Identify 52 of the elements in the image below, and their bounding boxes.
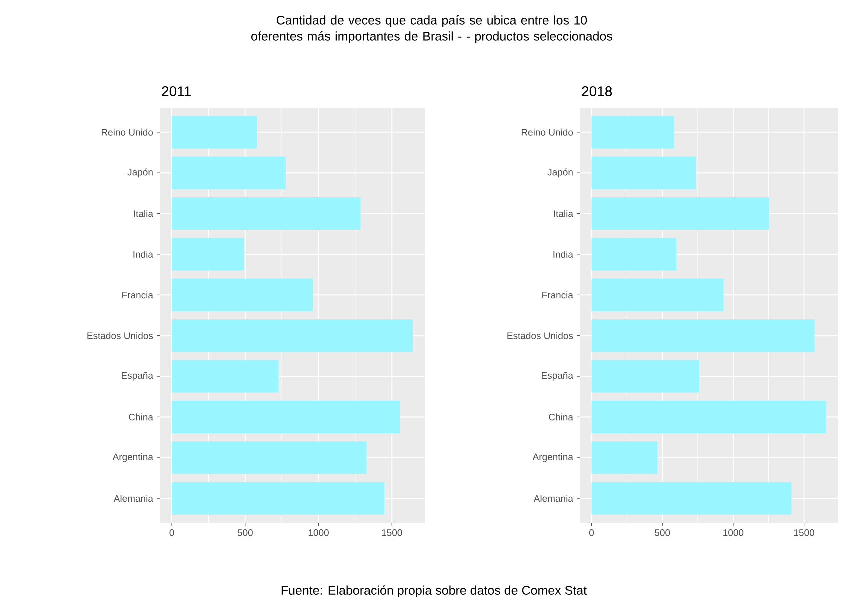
- y-tick-label: Alemania: [534, 495, 574, 502]
- y-tick-label: España: [542, 372, 574, 381]
- bar: [172, 482, 384, 515]
- source-note: Fuente: Elaboración propia sobre datos de Comex Stat: [282, 586, 587, 598]
- y-tick-label: Francia: [542, 292, 574, 299]
- bar: [592, 278, 724, 312]
- x-tick-label: 1500: [382, 530, 402, 536]
- bar: [172, 400, 400, 434]
- y-tick-label: Francia: [122, 292, 154, 299]
- y-tick-label: Argentina: [532, 453, 574, 462]
- y-tick-label: India: [134, 250, 154, 258]
- bar: [172, 442, 367, 474]
- chart-title: Cantidad de veces que cada país se ubica entre los 10 oferentes más importantes de Brasil - - productos seleccionados: [252, 16, 612, 44]
- y-tick-label: China: [549, 414, 574, 421]
- y-tick-label: Italia: [134, 210, 154, 218]
- x-tick-label: 1000: [308, 530, 329, 536]
- y-tick-label: Argentina: [112, 453, 154, 462]
- y-tick-label: Japón: [548, 168, 573, 178]
- bar: [592, 320, 815, 352]
- bar: [172, 238, 244, 271]
- x-tick-label: 0: [590, 530, 594, 536]
- bar: [592, 116, 674, 149]
- chart-subtitle: 2011: [162, 86, 191, 96]
- y-tick-label: España: [122, 372, 154, 381]
- bar: [592, 198, 770, 230]
- y-tick-label: Estados Unidos: [88, 332, 154, 340]
- bar: [592, 442, 658, 474]
- bar: [592, 482, 792, 515]
- y-tick-label: Estados Unidos: [508, 332, 574, 340]
- bar: [592, 238, 676, 271]
- bar: [592, 360, 700, 393]
- x-tick-label: 1500: [794, 530, 814, 536]
- bar: [172, 360, 279, 393]
- bar: [592, 156, 696, 190]
- y-tick-label: Italia: [554, 210, 574, 218]
- x-tick-label: 500: [238, 530, 253, 536]
- bar: [592, 400, 826, 434]
- x-tick-label: 1000: [724, 530, 744, 536]
- bar: [172, 320, 413, 352]
- y-tick-label: Reino Unido: [102, 128, 154, 136]
- x-tick-label: 500: [655, 530, 670, 536]
- y-tick-label: Reino Unido: [522, 128, 574, 136]
- y-tick-label: China: [129, 414, 154, 421]
- x-tick-label: 0: [170, 530, 174, 536]
- bar: [172, 278, 314, 312]
- bar: [172, 198, 361, 230]
- y-tick-label: Alemania: [114, 495, 154, 502]
- bar: [172, 156, 286, 190]
- y-tick-label: Japón: [128, 168, 153, 178]
- y-tick-label: India: [554, 250, 574, 258]
- chart-title: 2018: [582, 86, 612, 96]
- bar: [172, 116, 258, 149]
